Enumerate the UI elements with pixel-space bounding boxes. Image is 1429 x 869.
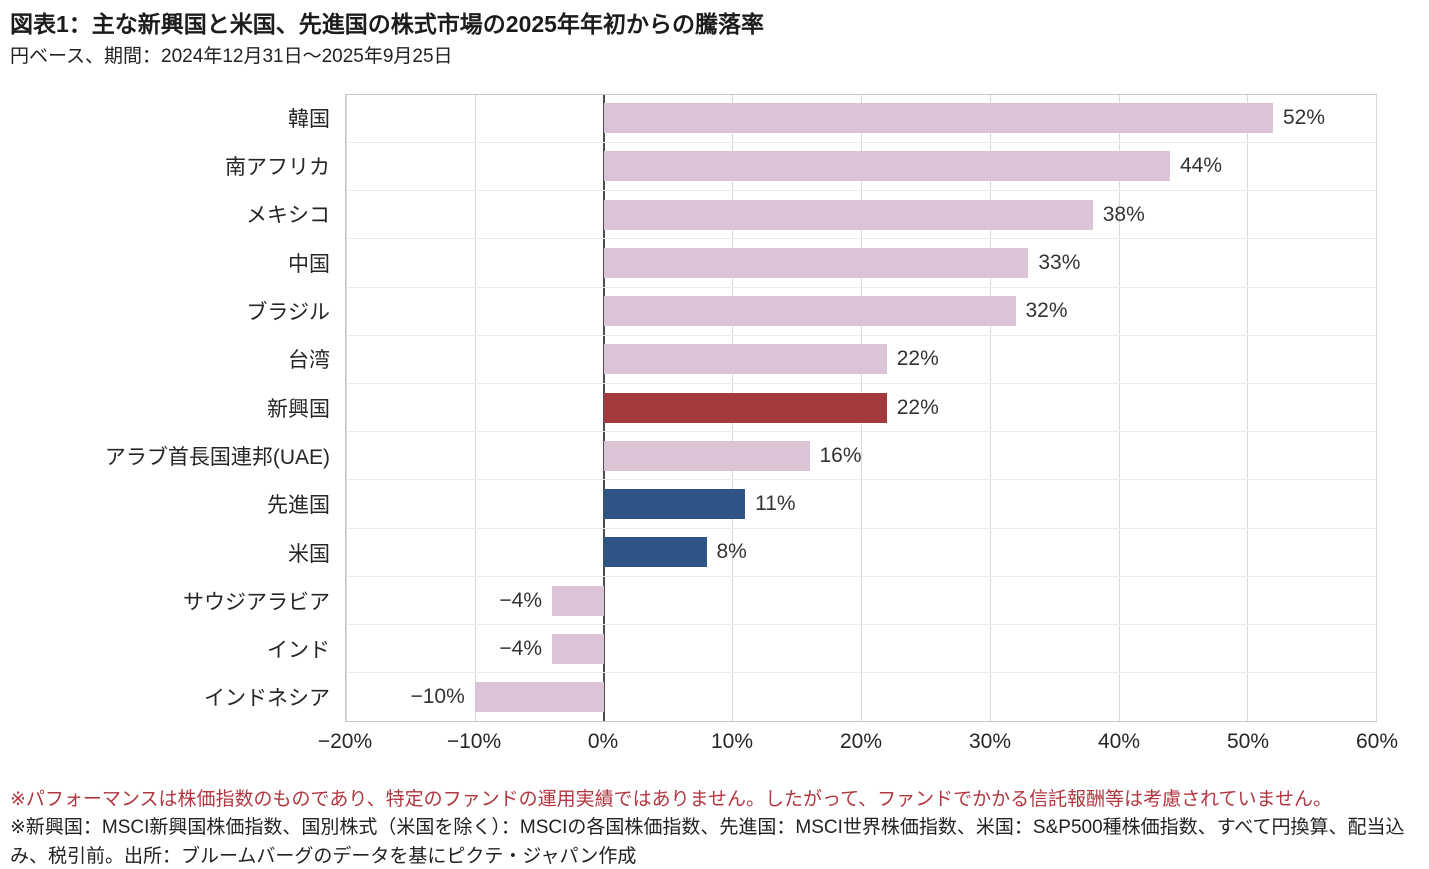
bar-value-label: 11% — [755, 492, 796, 516]
chart-row: 38% — [346, 191, 1376, 240]
vertical-gridline — [1247, 94, 1249, 721]
bar-value-label: −4% — [499, 588, 542, 612]
x-tick-label: 40% — [1097, 729, 1141, 753]
bar-value-label: 8% — [716, 540, 747, 564]
x-axis: −20% −10% 0% 10% 20% 30% 40% 50% 60% — [318, 722, 1398, 762]
category-label: 先進国 — [267, 494, 330, 518]
bar — [603, 489, 746, 520]
bar — [603, 199, 1093, 230]
bar-value-label: 16% — [819, 443, 862, 467]
x-tick-label: 50% — [1226, 729, 1270, 753]
bar-value-label: 38% — [1102, 202, 1145, 226]
chart-row: 52% — [346, 95, 1376, 143]
bar — [603, 537, 707, 568]
category-label: 新興国 — [267, 397, 330, 421]
footnotes: ※パフォーマンスは株価指数のものであり、特定のファンドの運用実績ではありません。… — [10, 786, 1425, 869]
bar-value-label: 33% — [1038, 250, 1081, 274]
bar — [603, 440, 810, 471]
footnote-indices: ※新興国：MSCI新興国株価指数、国別株式（米国を除く）：MSCIの各国株価指数… — [10, 817, 1405, 867]
category-label: 韓国 — [288, 107, 330, 131]
chart-row: 44% — [346, 143, 1376, 192]
bar — [603, 296, 1016, 327]
bar-value-label: 32% — [1025, 299, 1068, 323]
bar-value-label: 22% — [896, 347, 939, 371]
category-label: アラブ首長国連邦(UAE) — [104, 445, 330, 469]
chart-row: 16% — [346, 432, 1376, 481]
category-label: 台湾 — [288, 349, 330, 373]
x-tick-label: 10% — [710, 729, 754, 753]
bar-chart: 韓国南アフリカメキシコ中国ブラジル台湾新興国アラブ首長国連邦(UAE) 先進国米国… — [10, 93, 1377, 722]
chart-row: 11% — [346, 480, 1376, 529]
bar — [552, 585, 604, 616]
vertical-gridline — [1376, 94, 1377, 721]
x-tick-label: 60% — [1355, 729, 1399, 753]
vertical-gridline — [346, 94, 347, 721]
category-label: サウジアラビア — [183, 590, 330, 614]
category-label: インド — [267, 639, 330, 663]
bar-value-label: −10% — [410, 685, 465, 708]
bar-value-label: 52% — [1283, 106, 1326, 130]
bar-value-label: 44% — [1180, 154, 1223, 178]
category-label: インドネシア — [204, 687, 330, 711]
category-labels: 韓国南アフリカメキシコ中国ブラジル台湾新興国アラブ首長国連邦(UAE) 先進国米国… — [10, 94, 345, 722]
bar — [552, 633, 604, 664]
x-tick-label: 0% — [587, 729, 619, 753]
bar — [474, 682, 604, 712]
plot-rows: 52% 44% 38% 33% 32% 22% 22% 16% 11% 8% −4% −4% −10% — [346, 95, 1376, 721]
category-label: 中国 — [288, 252, 330, 276]
bar — [603, 103, 1273, 134]
chart-row: −10% — [346, 673, 1376, 720]
chart-row: 32% — [346, 288, 1376, 336]
vertical-gridline — [989, 94, 991, 721]
bar-value-label: −4% — [499, 636, 542, 660]
vertical-gridline — [474, 94, 476, 721]
plot-area: 52% 44% 38% 33% 32% 22% 22% 16% 11% 8% −4% −4% −10% — [345, 93, 1377, 722]
category-label: 米国 — [288, 542, 330, 566]
x-tick-label: 20% — [839, 729, 883, 753]
category-label: 南アフリカ — [225, 156, 330, 180]
category-label: メキシコ — [246, 204, 330, 228]
vertical-gridline — [1118, 94, 1120, 721]
bar — [603, 392, 887, 423]
chart-title: 図表1：主な新興国と米国、先進国の株式市場の2025年年初からの騰落率 — [10, 11, 764, 37]
chart-row: 22% — [346, 336, 1376, 384]
bar — [603, 247, 1029, 278]
bar — [603, 151, 1170, 182]
x-tick-label: −10% — [446, 729, 502, 753]
chart-row: 33% — [346, 239, 1376, 288]
chart-row: −4% — [346, 625, 1376, 674]
chart-row: 8% — [346, 529, 1376, 577]
chart-row: 22% — [346, 384, 1376, 433]
footnote-performance: ※パフォーマンスは株価指数のものであり、特定のファンドの運用実績ではありません。… — [10, 788, 1332, 810]
x-tick-label: 30% — [968, 729, 1012, 753]
bar-value-label: 22% — [896, 395, 939, 419]
category-label: ブラジル — [246, 300, 330, 324]
chart-row: −4% — [346, 577, 1376, 626]
bar — [603, 344, 887, 375]
x-tick-label: −20% — [317, 729, 373, 753]
chart-subtitle: 円ベース、期間：2024年12月31日～2025年9月25日 — [10, 45, 453, 67]
